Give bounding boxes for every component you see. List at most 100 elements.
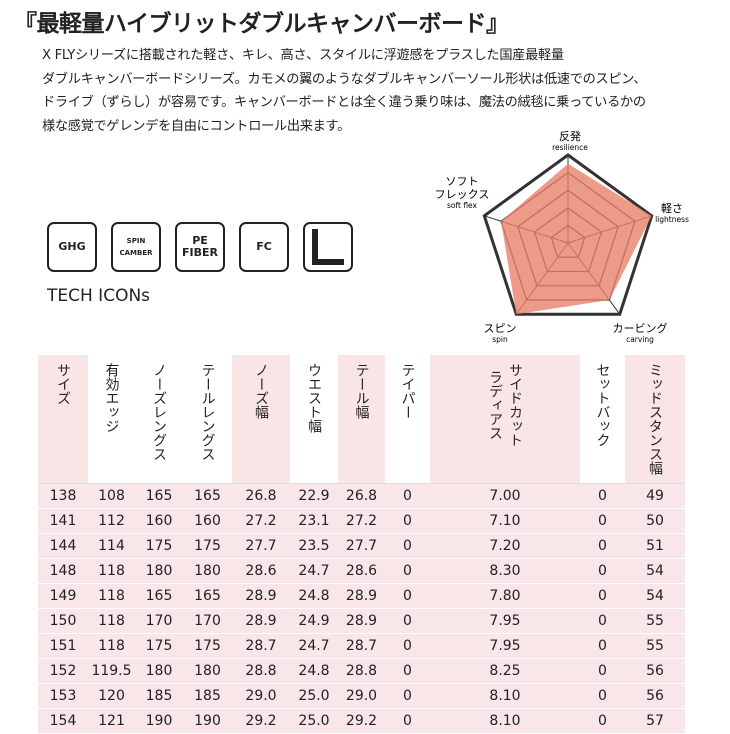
- table-cell: 118: [88, 633, 135, 659]
- radar-label: カービング: [613, 321, 668, 335]
- table-row: 153 120 185 185 29.0 25.0 29.0 0 8.10 0 56: [38, 683, 685, 709]
- column-header: ノーズ幅: [232, 355, 290, 484]
- table-cell: 28.7: [338, 633, 385, 659]
- table-cell: 24.8: [290, 658, 338, 684]
- table-cell: 148: [38, 558, 88, 584]
- table-cell: 7.95: [430, 608, 580, 634]
- header-line: ラディアス: [487, 370, 503, 440]
- header-line: テイパー: [399, 363, 416, 419]
- header-line: ミッドスタンス幅: [647, 363, 663, 475]
- table-cell: 22.9: [290, 483, 338, 509]
- header-text: ウエスト幅: [304, 363, 324, 433]
- icon-glyph: [312, 229, 344, 265]
- description-line: 様な感覚でゲレンデを自由にコントロール出来ます。: [42, 118, 350, 134]
- table-row: 149 118 165 165 28.9 24.8 28.9 0 7.80 0 54: [38, 583, 685, 609]
- radar-label: ソフト: [446, 175, 479, 188]
- table-cell: 0: [580, 483, 625, 509]
- table-cell: 175: [135, 633, 183, 659]
- header-line: ウエスト幅: [306, 363, 322, 433]
- table-cell: 0: [385, 508, 430, 534]
- table-cell: 7.10: [430, 508, 580, 534]
- radar-label: 軽さ: [661, 202, 683, 215]
- table-cell: 175: [183, 633, 232, 659]
- table-cell: 0: [385, 608, 430, 634]
- table-cell: 175: [135, 533, 183, 559]
- table-cell: 24.7: [290, 633, 338, 659]
- header-line: サイドカット: [507, 363, 523, 447]
- table-cell: 26.8: [338, 483, 385, 509]
- column-header: ノーズレングス: [135, 355, 183, 484]
- tech-icon: GHG: [47, 222, 97, 272]
- table-cell: 28.6: [338, 558, 385, 584]
- header-line: テール幅: [353, 363, 370, 419]
- table-cell: 0: [385, 533, 430, 559]
- table-cell: 160: [183, 508, 232, 534]
- table-cell: 114: [88, 533, 135, 559]
- table-cell: 180: [183, 558, 232, 584]
- table-cell: 23.1: [290, 508, 338, 534]
- table-cell: 51: [625, 533, 685, 559]
- table-cell: 165: [183, 483, 232, 509]
- table-cell: 119.5: [88, 658, 135, 684]
- header-text: テールレングス: [198, 363, 218, 461]
- column-header: テイパー: [385, 355, 430, 484]
- table-cell: 0: [385, 558, 430, 584]
- table-cell: 56: [625, 683, 685, 709]
- table-cell: 54: [625, 583, 685, 609]
- radar-label: フレックス: [435, 188, 490, 201]
- table-cell: 27.7: [338, 533, 385, 559]
- table-cell: 24.9: [290, 608, 338, 634]
- table-cell: 28.9: [232, 583, 290, 609]
- table-cell: 27.2: [338, 508, 385, 534]
- spec-table: サイズ 有効エッジ ノーズレングス テールレングス ノーズ幅 ウエスト幅 テール幅 テイパー サ…: [38, 355, 685, 734]
- table-cell: 108: [88, 483, 135, 509]
- table-cell: 141: [38, 508, 88, 534]
- header-line: 有効エッジ: [103, 363, 120, 433]
- table-cell: 28.6: [232, 558, 290, 584]
- description-line: ダブルキャンバーボードシリーズ。カモメの翼のようなダブルキャンバーソール形状は低…: [42, 71, 647, 87]
- column-header: テール幅: [338, 355, 385, 484]
- table-cell: 0: [580, 658, 625, 684]
- table-cell: 165: [135, 583, 183, 609]
- header-text: セットバック: [593, 363, 613, 447]
- table-cell: 8.30: [430, 558, 580, 584]
- table-cell: 138: [38, 483, 88, 509]
- table-cell: 29.0: [232, 683, 290, 709]
- table-cell: 118: [88, 558, 135, 584]
- table-row: 152 119.5 180 180 28.8 24.8 28.8 0 8.25 0 56: [38, 658, 685, 684]
- table-cell: 160: [135, 508, 183, 534]
- table-cell: 118: [88, 608, 135, 634]
- radar-sublabel: resilience: [552, 143, 588, 152]
- table-cell: 0: [580, 508, 625, 534]
- description-line: ドライブ（ずらし）が容易です。キャンバーボードとは全く違う乗り味は、魔法の絨毯に…: [42, 95, 646, 110]
- table-cell: 28.8: [338, 658, 385, 684]
- table-cell: 50: [625, 508, 685, 534]
- table-row: 138 108 165 165 26.8 22.9 26.8 0 7.00 0 49: [38, 483, 685, 509]
- table-cell: 112: [88, 508, 135, 534]
- description: X FLYシリーズに搭載された軽さ、キレ、高さ、スタイルに浮遊感をプラスした国産…: [42, 44, 647, 138]
- table-cell: 151: [38, 633, 88, 659]
- radar-label: 反発: [559, 129, 581, 143]
- table-cell: 8.25: [430, 658, 580, 684]
- table-cell: 25.0: [290, 683, 338, 709]
- tech-icon: [303, 222, 353, 272]
- table-cell: 0: [580, 683, 625, 709]
- tech-icon: PE FIBER: [175, 222, 225, 272]
- radar-ring: [482, 153, 654, 316]
- column-header: サイドカット ラディアス: [430, 355, 580, 484]
- radar-label: スピン: [484, 322, 517, 335]
- header-text: ノーズレングス: [149, 363, 169, 461]
- header-line: サイズ: [55, 363, 71, 405]
- table-cell: 27.7: [232, 533, 290, 559]
- header-text: ミッドスタンス幅: [645, 363, 665, 475]
- table-cell: 180: [183, 658, 232, 684]
- table-cell: 28.8: [232, 658, 290, 684]
- radar-sublabel: spin: [492, 335, 508, 344]
- table-cell: 55: [625, 608, 685, 634]
- table-cell: 0: [385, 683, 430, 709]
- table-cell: 0: [580, 633, 625, 659]
- column-header: テールレングス: [183, 355, 232, 484]
- table-cell: 0: [385, 658, 430, 684]
